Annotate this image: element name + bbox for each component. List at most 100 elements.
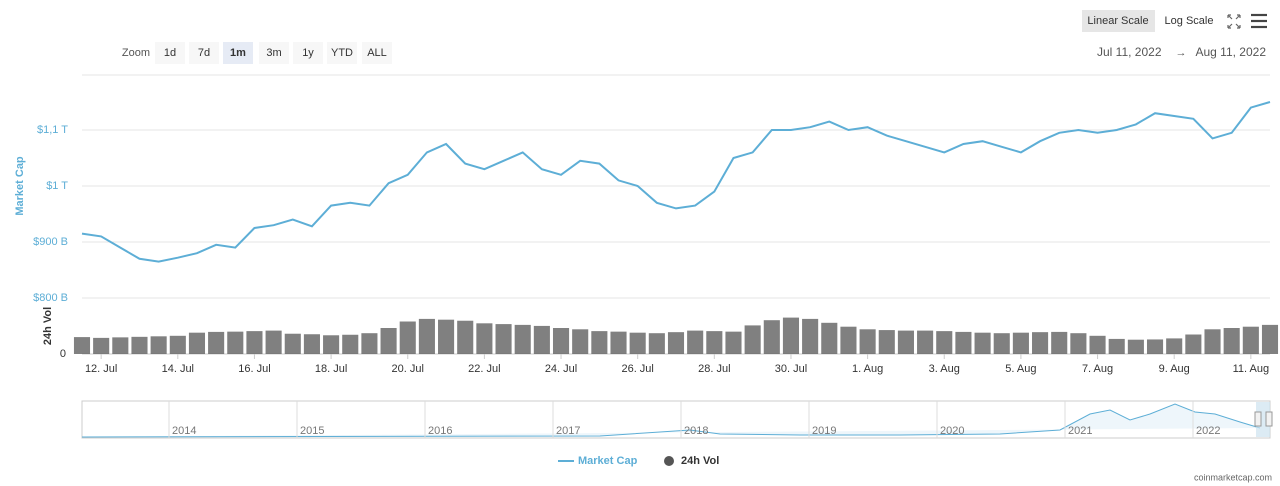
y-tick-label: $1,1 T xyxy=(37,124,68,136)
legend-label[interactable]: Market Cap xyxy=(578,455,638,467)
x-tick-label: 5. Aug xyxy=(1005,363,1036,375)
range-label[interactable]: ALL xyxy=(367,47,387,59)
volume-bar xyxy=(323,335,340,354)
volume-bar xyxy=(1204,329,1221,354)
date-from: Jul 11, 2022 xyxy=(1097,45,1162,59)
range-button[interactable] xyxy=(189,42,219,64)
x-tick-label: 11. Aug xyxy=(1233,363,1270,375)
volume-bar xyxy=(591,331,608,354)
market-cap-line xyxy=(81,101,1271,263)
volume-bar xyxy=(208,331,225,354)
date-to: Aug 11, 2022 xyxy=(1195,45,1266,59)
volume-bar xyxy=(821,322,838,354)
range-label[interactable]: 1m xyxy=(230,47,246,59)
x-tick-label: 16. Jul xyxy=(238,363,270,375)
x-tick-label: 7. Aug xyxy=(1082,363,1113,375)
navigator-year: 2021 xyxy=(1068,425,1092,437)
volume-bar xyxy=(514,324,531,354)
volume-bar xyxy=(495,324,512,354)
volume-bar xyxy=(93,337,110,354)
range-label[interactable]: 1d xyxy=(164,47,176,59)
volume-bar xyxy=(725,331,742,354)
volume-bar xyxy=(610,331,627,354)
navigator-year: 2016 xyxy=(428,425,452,437)
volume-bar xyxy=(227,331,244,354)
range-button[interactable] xyxy=(293,42,323,64)
y2-tick-label: 0 xyxy=(60,348,66,360)
volume-bar xyxy=(246,331,263,354)
y-tick-label: $800 B xyxy=(33,292,68,304)
range-label[interactable]: 7d xyxy=(198,47,210,59)
volume-bar xyxy=(457,320,474,354)
volume-bar xyxy=(878,330,895,354)
volume-bar xyxy=(782,317,800,354)
x-tick-label: 26. Jul xyxy=(621,363,653,375)
x-tick-label: 12. Jul xyxy=(85,363,117,375)
volume-bar xyxy=(73,337,91,354)
y2-axis-title: 24h Vol xyxy=(42,307,54,345)
volume-bar xyxy=(188,332,206,354)
volume-bar xyxy=(917,330,934,354)
volume-bar xyxy=(361,333,378,354)
x-tick-label: 28. Jul xyxy=(698,363,730,375)
volume-bar xyxy=(955,331,972,354)
volume-bar xyxy=(265,330,282,354)
linear-scale-label[interactable]: Linear Scale xyxy=(1087,15,1148,27)
credit: coinmarketcap.com xyxy=(1194,472,1272,482)
range-button[interactable] xyxy=(327,42,357,64)
volume-bar xyxy=(572,329,589,354)
range-button[interactable] xyxy=(259,42,289,64)
volume-bar xyxy=(438,319,455,354)
volume-bar xyxy=(1012,332,1029,354)
volume-bar xyxy=(744,325,761,354)
range-label[interactable]: YTD xyxy=(331,47,353,59)
legend-swatch xyxy=(664,456,674,466)
volume-bar xyxy=(840,326,857,354)
range-button[interactable] xyxy=(362,42,392,64)
legend-label[interactable]: 24h Vol xyxy=(681,455,719,467)
volume-bar xyxy=(1127,339,1144,354)
x-tick-label: 20. Jul xyxy=(392,363,424,375)
range-button[interactable] xyxy=(155,42,185,64)
menu-icon[interactable] xyxy=(1251,13,1267,29)
x-tick-label: 9. Aug xyxy=(1159,363,1190,375)
volume-bar xyxy=(687,330,704,354)
volume-bar xyxy=(648,333,665,354)
log-scale-label[interactable]: Log Scale xyxy=(1165,15,1214,27)
range-label[interactable]: 1y xyxy=(302,47,314,59)
navigator-year: 2017 xyxy=(556,425,580,437)
plot: $800 B $900 B $1 T $1,1 T 0 12. Jul 14. Jul 16.… xyxy=(33,101,1279,375)
range-button[interactable] xyxy=(223,42,253,64)
volume-bar xyxy=(1261,324,1279,354)
x-tick-label: 24. Jul xyxy=(545,363,577,375)
volume-bar xyxy=(380,328,397,354)
y-tick-label: $900 B xyxy=(33,236,68,248)
volume-bar xyxy=(476,323,493,354)
volume-bar xyxy=(1223,328,1240,354)
volume-bar xyxy=(533,325,550,354)
navigator-year: 2019 xyxy=(812,425,836,437)
range-buttons: 1d 7d 1m 3m 1y YTD ALL xyxy=(155,42,392,64)
volume-bar xyxy=(1242,326,1259,354)
volume-bar xyxy=(706,331,723,354)
navigator xyxy=(81,400,1273,439)
volume-bar xyxy=(1166,338,1183,354)
x-tick-label: 22. Jul xyxy=(468,363,500,375)
linear-scale-button[interactable] xyxy=(1082,10,1155,32)
navigator-year: 2020 xyxy=(940,425,964,437)
x-tick-label: 3. Aug xyxy=(929,363,960,375)
volume-bar xyxy=(859,329,876,354)
y-tick-label: $1 T xyxy=(46,180,68,192)
volume-bar xyxy=(418,318,435,354)
fullscreen-icon[interactable] xyxy=(1227,14,1241,29)
x-tick-label: 18. Jul xyxy=(315,363,347,375)
x-tick-label: 30. Jul xyxy=(775,363,807,375)
navigator-year: 2015 xyxy=(300,425,324,437)
navigator-year: 2014 xyxy=(172,425,196,437)
volume-bar xyxy=(150,336,167,354)
range-label[interactable]: 3m xyxy=(266,47,281,59)
volume-bar xyxy=(1051,331,1068,354)
volume-bar xyxy=(1070,333,1087,354)
volume-bar xyxy=(993,333,1010,354)
